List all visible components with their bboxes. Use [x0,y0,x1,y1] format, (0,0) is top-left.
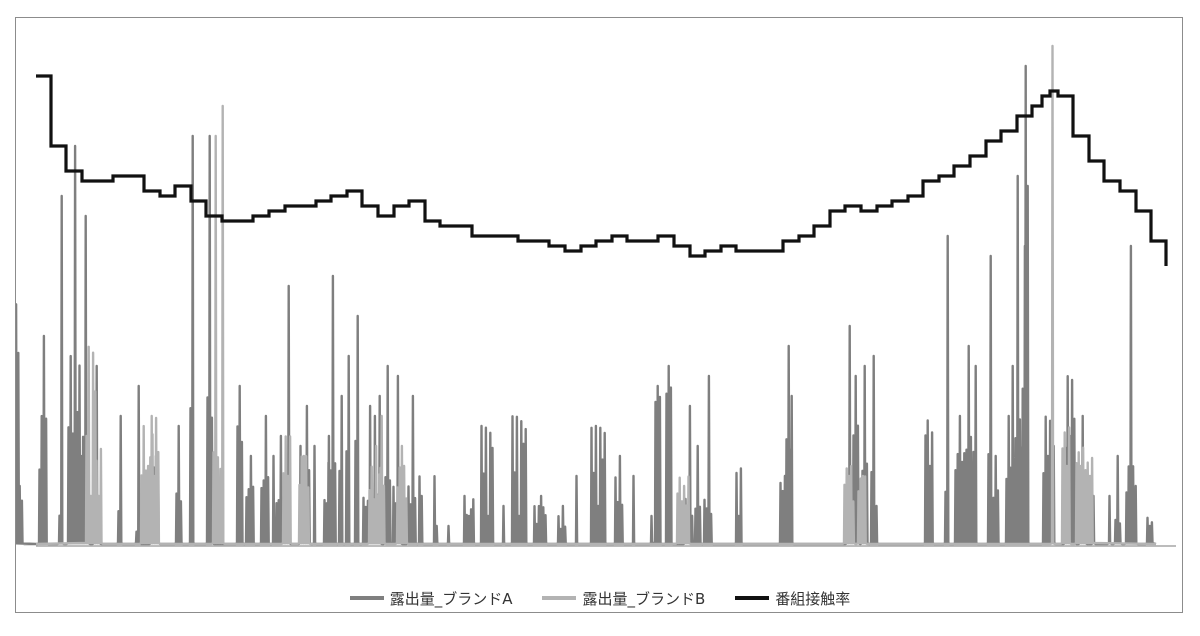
legend-label-rating: 番組接触率 [775,589,851,608]
legend-item-brand-b: 露出量_ブランドB [542,588,705,609]
series-line-brand-a [16,64,1157,546]
chart-legend: 露出量_ブランドA 露出量_ブランドB 番組接触率 [16,586,1184,610]
series-brand-b [35,44,1157,546]
legend-swatch-rating [735,596,770,600]
legend-item-rating: 番組接触率 [735,588,850,609]
series-line-brand-b [35,44,1157,546]
legend-label-brand-b: 露出量_ブランドB [582,589,706,608]
legend-swatch-brand-b [542,596,577,600]
chart-plot [16,44,1176,547]
series-line-rating [36,74,1168,266]
legend-label-brand-a: 露出量_ブランドA [389,589,513,608]
series-brand-a [16,64,1157,546]
chart-frame: 露出量_ブランドA 露出量_ブランドB 番組接触率 [15,17,1183,613]
legend-item-brand-a: 露出量_ブランドA [349,588,513,609]
legend-swatch-brand-a [349,596,384,600]
